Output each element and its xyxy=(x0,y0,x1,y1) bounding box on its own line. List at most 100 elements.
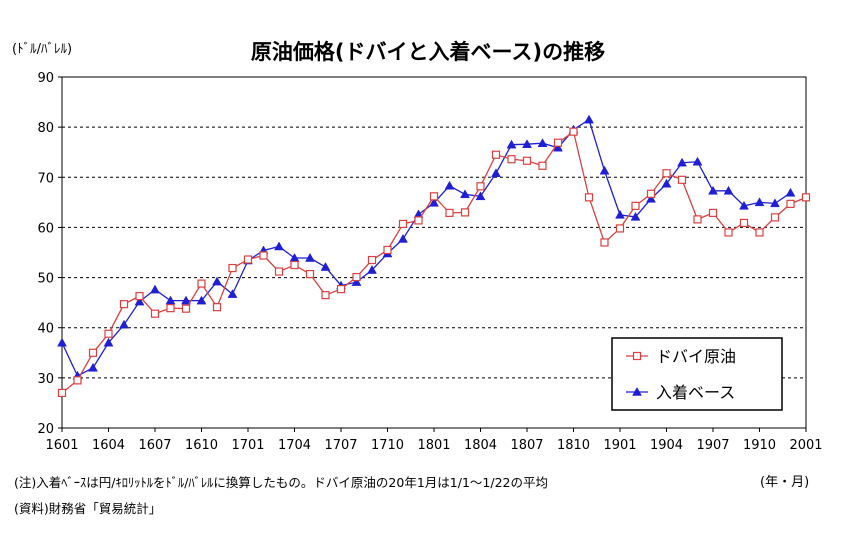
data-point xyxy=(351,277,362,286)
x-tick-label: 1701 xyxy=(231,438,264,453)
data-point xyxy=(491,168,501,178)
data-point xyxy=(692,156,703,166)
data-point xyxy=(259,251,268,260)
data-point xyxy=(754,197,765,207)
data-point xyxy=(57,337,67,347)
data-point xyxy=(708,208,718,217)
x-tick-label: 2001 xyxy=(789,438,822,453)
series-dubai-crude xyxy=(57,127,811,397)
data-point xyxy=(212,276,222,286)
data-point xyxy=(150,309,160,318)
data-point xyxy=(135,292,144,301)
data-point xyxy=(801,193,811,202)
data-point xyxy=(785,187,796,197)
x-tick-label: 1807 xyxy=(510,438,543,453)
x-tick-label: 1907 xyxy=(696,438,729,453)
data-point xyxy=(274,241,284,251)
data-point xyxy=(662,169,671,178)
data-point xyxy=(398,219,408,229)
data-point xyxy=(631,201,640,210)
data-point xyxy=(57,388,67,397)
data-point xyxy=(630,211,641,221)
data-point xyxy=(677,175,687,184)
x-axis-unit-label: (年・月) xyxy=(760,475,809,490)
data-point xyxy=(770,213,780,222)
data-point xyxy=(569,127,578,136)
data-point xyxy=(320,262,331,271)
data-point xyxy=(724,228,733,237)
data-point xyxy=(770,198,780,208)
footnote-note: (注)入着ﾍﾞｰｽは円/ｷﾛﾘｯﾄﾙをﾄﾞﾙ/ﾊﾞﾚﾙに換算したもの。ドバイ原油… xyxy=(14,475,548,490)
y-tick-label: 30 xyxy=(37,372,54,387)
x-tick-label: 1901 xyxy=(603,438,636,453)
data-point xyxy=(429,197,439,207)
data-point xyxy=(181,295,191,305)
data-point xyxy=(414,216,423,225)
data-point xyxy=(693,215,702,224)
data-point xyxy=(584,193,594,202)
data-point xyxy=(506,139,517,149)
y-tick-label: 70 xyxy=(37,171,54,186)
data-point xyxy=(445,208,454,217)
data-point xyxy=(553,138,563,147)
x-tick-label: 1801 xyxy=(417,438,450,453)
data-point xyxy=(150,284,160,294)
legend-label: ドバイ原油 xyxy=(656,347,736,366)
data-point xyxy=(383,245,392,255)
x-tick-label: 1910 xyxy=(743,438,776,453)
data-point xyxy=(755,228,764,237)
data-point xyxy=(429,192,439,201)
data-point xyxy=(336,285,346,294)
data-point xyxy=(212,303,222,312)
x-tick-label: 1604 xyxy=(92,438,125,453)
data-point xyxy=(522,139,532,148)
chart-title: 原油価格(ドバイと入着ベース)の推移 xyxy=(251,40,605,64)
data-point xyxy=(599,165,610,175)
x-tick-label: 1707 xyxy=(324,438,357,453)
x-tick-label: 1804 xyxy=(464,438,497,453)
data-point xyxy=(88,362,98,372)
x-tick-label: 1607 xyxy=(138,438,171,453)
data-point xyxy=(398,233,408,243)
x-tick-label: 1704 xyxy=(278,438,311,453)
data-point xyxy=(460,189,470,199)
y-tick-label: 20 xyxy=(37,422,54,437)
data-point xyxy=(134,296,145,306)
data-point xyxy=(475,191,486,201)
data-point xyxy=(367,255,377,265)
x-tick-label: 1904 xyxy=(650,438,683,453)
data-point xyxy=(166,304,175,313)
legend-marker xyxy=(632,351,642,361)
data-point xyxy=(615,209,625,219)
data-point xyxy=(708,185,718,195)
data-point xyxy=(739,200,749,210)
footnote-source: (資料)財務省「貿易統計」 xyxy=(14,501,162,516)
data-point xyxy=(677,157,687,167)
data-point xyxy=(104,329,113,338)
data-point xyxy=(305,253,315,262)
legend-item: ドバイ原油 xyxy=(626,347,736,366)
legend-item: 入着ベース xyxy=(626,383,735,402)
x-tick-label: 1601 xyxy=(45,438,78,453)
y-tick-label: 40 xyxy=(37,322,54,337)
y-tick-label: 80 xyxy=(37,121,54,136)
data-point xyxy=(73,376,82,385)
legend-box xyxy=(611,337,783,411)
data-point xyxy=(321,291,330,300)
data-point xyxy=(739,218,749,228)
data-point xyxy=(646,189,656,198)
data-point xyxy=(537,138,548,147)
data-point xyxy=(584,114,594,124)
data-point xyxy=(88,348,98,357)
data-point xyxy=(228,263,237,273)
data-point xyxy=(181,304,191,313)
series-layer xyxy=(57,114,811,397)
data-point xyxy=(197,279,206,288)
x-tick-label: 1710 xyxy=(371,438,404,453)
data-point xyxy=(786,199,795,208)
data-point xyxy=(522,156,532,165)
data-point xyxy=(119,319,129,329)
data-point xyxy=(507,155,516,164)
